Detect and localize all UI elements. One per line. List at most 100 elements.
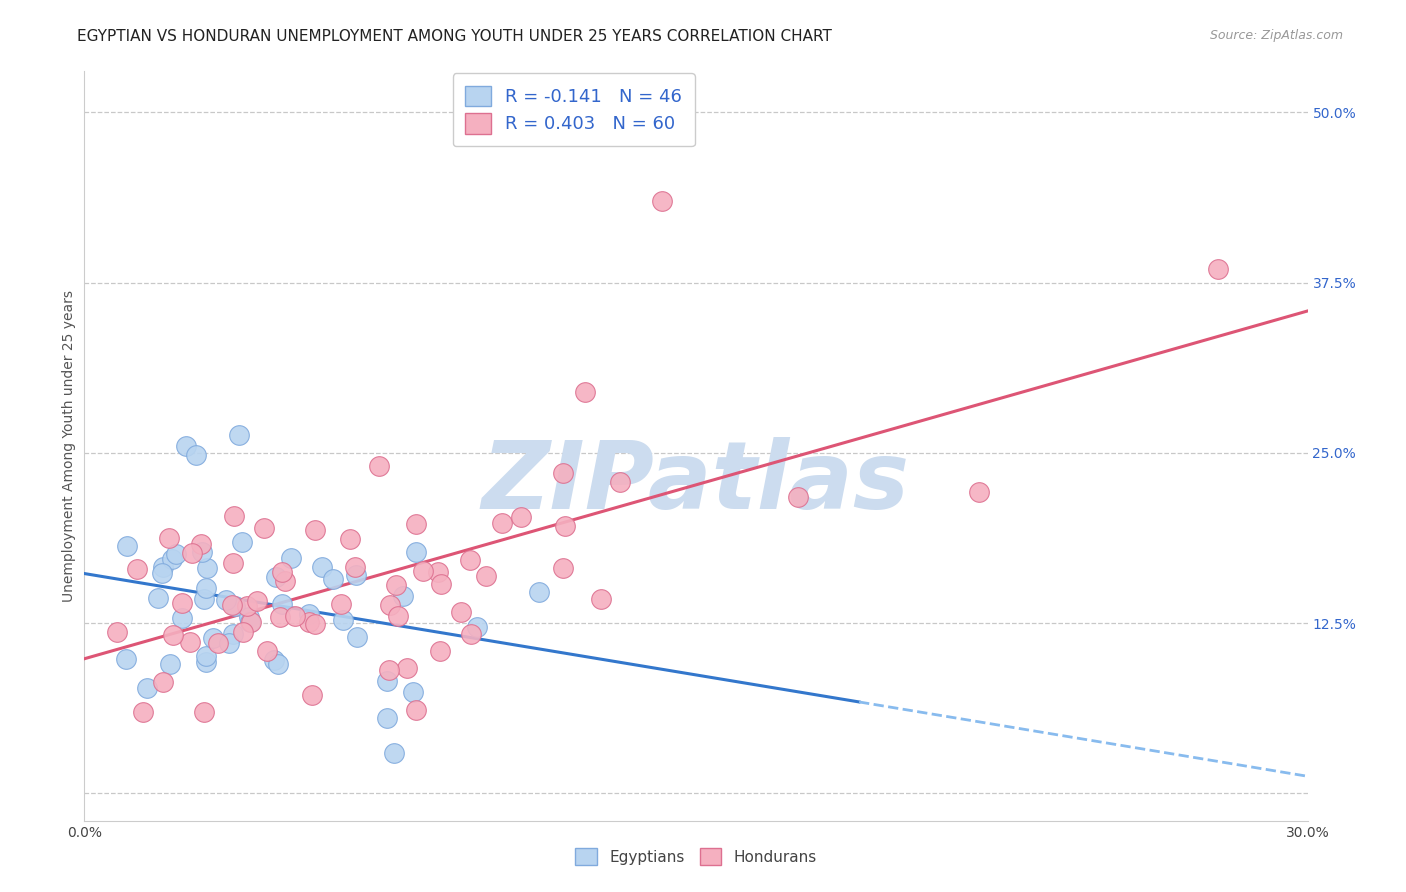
Point [460,627,482,641]
Point [266,569,288,583]
Point [574,384,596,399]
Point [207,635,229,649]
Point [269,609,291,624]
Point [228,428,250,442]
Point [172,611,194,625]
Point [224,599,246,613]
Point [551,561,574,575]
Point [179,635,201,649]
Point [343,559,366,574]
Point [430,577,453,591]
Point [967,485,990,500]
Point [401,685,423,699]
Point [222,508,245,523]
Point [235,599,257,613]
Point [554,519,576,533]
Point [195,649,218,664]
Point [114,652,136,666]
Point [339,532,361,546]
Point [195,581,218,595]
Point [105,624,128,639]
Point [591,591,613,606]
Point [181,546,204,560]
Point [136,681,159,695]
Point [458,552,481,566]
Point [405,703,427,717]
Point [165,547,187,561]
Point [284,608,307,623]
Point [193,591,215,606]
Point [375,673,398,688]
Point [174,439,197,453]
Point [510,509,533,524]
Point [304,617,326,632]
Point [150,566,173,580]
Point [222,557,245,571]
Point [465,620,488,634]
Point [475,569,498,583]
Point [298,615,321,630]
Text: Source: ZipAtlas.com: Source: ZipAtlas.com [1209,29,1343,42]
Point [195,561,218,575]
Point [152,675,174,690]
Legend: Egyptians, Hondurans: Egyptians, Hondurans [568,840,824,873]
Point [301,688,323,702]
Point [172,596,194,610]
Point [311,559,333,574]
Point [297,607,319,622]
Point [117,539,139,553]
Point [238,610,260,624]
Point [367,459,389,474]
Point [332,613,354,627]
Point [146,591,169,606]
Point [246,593,269,607]
Point [238,615,260,630]
Point [392,589,415,603]
Point [491,516,513,530]
Text: ZIPatlas: ZIPatlas [482,437,910,530]
Point [271,598,294,612]
Point [551,466,574,480]
Point [186,448,208,462]
Point [382,746,405,760]
Point [191,545,214,559]
Point [280,550,302,565]
Point [195,655,218,669]
Point [267,657,290,671]
Point [274,574,297,588]
Point [609,475,631,489]
Point [218,636,240,650]
Point [1206,261,1229,276]
Point [239,615,262,629]
Point [405,545,427,559]
Point [256,644,278,658]
Point [429,644,451,658]
Point [127,562,149,576]
Point [222,626,245,640]
Point [396,661,419,675]
Point [221,598,243,612]
Point [304,523,326,537]
Point [231,535,253,549]
Point [215,593,238,607]
Point [787,490,810,504]
Point [529,585,551,599]
Point [201,632,224,646]
Point [152,559,174,574]
Point [412,564,434,578]
Point [387,609,409,624]
Point [322,572,344,586]
Point [405,516,427,531]
Point [157,531,180,545]
Point [329,597,352,611]
Point [375,711,398,725]
Point [346,630,368,644]
Point [450,605,472,619]
Point [159,657,181,671]
Y-axis label: Unemployment Among Youth under 25 years: Unemployment Among Youth under 25 years [62,290,76,602]
Point [271,565,294,579]
Point [132,705,155,719]
Point [232,625,254,640]
Point [344,567,367,582]
Point [263,653,285,667]
